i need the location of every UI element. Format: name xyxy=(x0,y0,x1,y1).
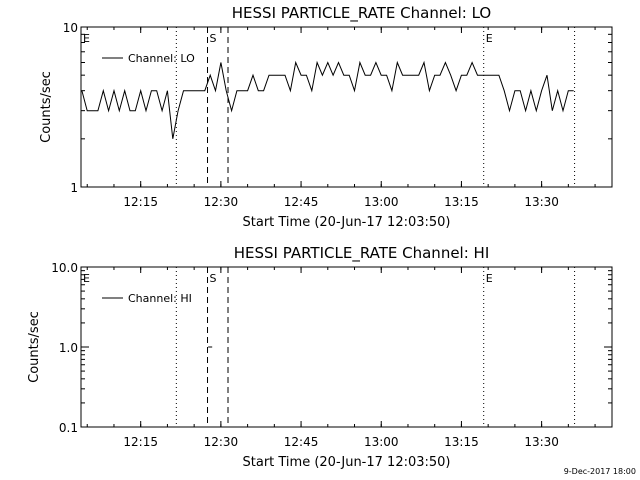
x-tick-label: 13:30 xyxy=(524,195,559,209)
x-tick-label: 13:30 xyxy=(524,435,559,449)
event-marker-label: E xyxy=(486,272,493,285)
x-tick-label: 12:30 xyxy=(204,435,239,449)
y-tick-label: 1 xyxy=(70,181,78,195)
y-axis-label: Counts/sec xyxy=(27,311,42,383)
x-tick-label: 13:00 xyxy=(364,195,399,209)
legend-label: Channel: LO xyxy=(128,52,195,65)
x-tick-label: 13:00 xyxy=(364,435,399,449)
x-tick-label: 13:15 xyxy=(444,435,479,449)
x-tick-label: 12:45 xyxy=(284,195,319,209)
footer-timestamp: 9-Dec-2017 18:00 xyxy=(564,467,636,476)
x-axis-label: Start Time (20-Jun-17 12:03:50) xyxy=(243,215,451,230)
y-tick-label: 10 xyxy=(63,21,78,35)
x-tick-label: 12:15 xyxy=(123,435,158,449)
chart-title: HESSI PARTICLE_RATE Channel: LO xyxy=(232,4,491,23)
event-marker-label: S xyxy=(210,272,217,285)
x-tick-label: 12:15 xyxy=(123,195,158,209)
x-tick-label: 12:30 xyxy=(204,195,239,209)
panel-lo: HESSI PARTICLE_RATE Channel: LO 12:15 12:3… xyxy=(39,4,613,230)
event-marker-label: E xyxy=(486,32,493,45)
y-axis-label: Counts/sec xyxy=(39,71,54,143)
panel-hi: HESSI PARTICLE_RATE Channel: HI 12:15 12:3… xyxy=(27,244,613,470)
y-tick-label: 10.0 xyxy=(51,261,78,275)
event-marker-label: E xyxy=(83,32,90,45)
x-tick-label: 13:15 xyxy=(444,195,479,209)
chart-title: HESSI PARTICLE_RATE Channel: HI xyxy=(234,244,490,263)
y-tick-label: 1.0 xyxy=(59,341,78,355)
event-marker-label: E xyxy=(83,272,90,285)
x-tick-label: 12:45 xyxy=(284,435,319,449)
y-tick-label: 0.1 xyxy=(59,421,78,435)
event-marker-label: S xyxy=(210,32,217,45)
x-axis-label: Start Time (20-Jun-17 12:03:50) xyxy=(243,455,451,470)
plot-frame xyxy=(80,266,613,428)
legend-label: Channel: HI xyxy=(128,292,192,305)
series-line xyxy=(81,60,574,139)
